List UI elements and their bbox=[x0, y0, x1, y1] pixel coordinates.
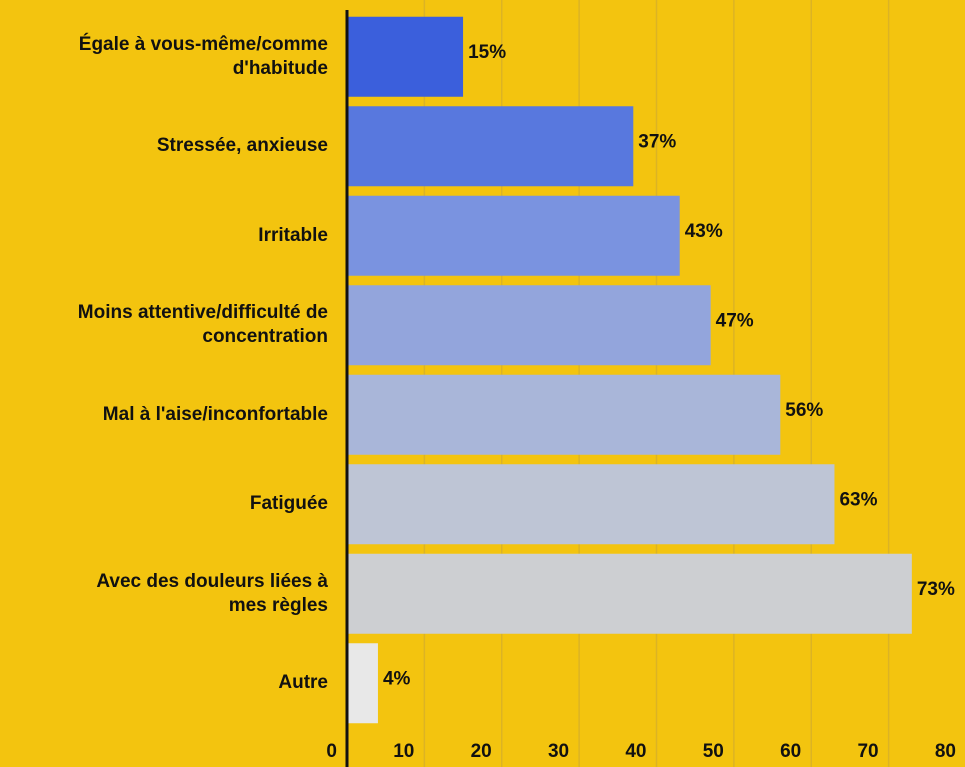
bar bbox=[347, 553, 912, 634]
x-tick-label: 40 bbox=[625, 741, 646, 762]
value-label: 56% bbox=[785, 400, 823, 421]
bar bbox=[347, 195, 680, 276]
value-label: 4% bbox=[383, 668, 411, 689]
value-label: 73% bbox=[917, 579, 955, 600]
category-label: Stressée, anxieuse bbox=[156, 135, 328, 157]
category-label: Moins attentive/difficulté de concentrat… bbox=[77, 302, 328, 348]
value-label: 15% bbox=[468, 42, 506, 63]
bar bbox=[347, 285, 711, 366]
value-label: 43% bbox=[685, 221, 723, 242]
bar bbox=[347, 643, 378, 724]
x-tick-label: 0 bbox=[326, 741, 337, 762]
x-tick-label: 60 bbox=[780, 741, 801, 762]
x-tick-label: 70 bbox=[857, 741, 878, 762]
category-label: Autre bbox=[278, 672, 328, 694]
category-label: Mal à l'aise/inconfortable bbox=[102, 403, 328, 425]
category-label: Égale à vous-même/comme d'habitude bbox=[78, 33, 328, 79]
x-tick-label: 10 bbox=[393, 741, 414, 762]
value-label: 63% bbox=[839, 489, 877, 510]
bar bbox=[347, 374, 781, 455]
bar bbox=[347, 464, 835, 545]
value-label: 37% bbox=[638, 131, 676, 152]
bar bbox=[347, 16, 464, 97]
x-tick-label: 30 bbox=[548, 741, 569, 762]
x-tick-label: 20 bbox=[471, 741, 492, 762]
bar bbox=[347, 106, 634, 187]
category-label: Fatiguée bbox=[249, 493, 328, 515]
category-label: Irritable bbox=[258, 224, 328, 246]
x-tick-label: 50 bbox=[703, 741, 724, 762]
value-label: 47% bbox=[716, 310, 754, 331]
x-tick-label: 80 bbox=[935, 741, 956, 762]
category-label: Avec des douleurs liées à mes règles bbox=[96, 570, 328, 616]
